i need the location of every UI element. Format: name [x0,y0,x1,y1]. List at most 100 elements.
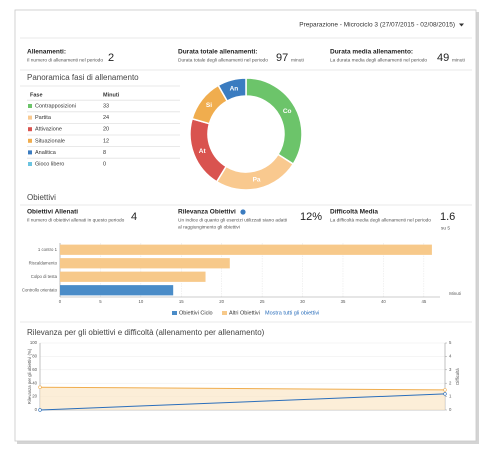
point [38,408,42,412]
table-cell: Analitica [35,150,57,156]
x-tick-label: 30 [300,299,305,304]
table-cell: Partita [35,115,52,121]
y2-tick-label: 2 [449,380,452,385]
stat-unit: su 5 [441,225,450,231]
table-cell: 8 [103,150,106,156]
stat-value: 97 [276,52,288,64]
stat-title: Durata totale allenamenti: [178,49,257,56]
x-axis-label: Minuti [449,291,461,296]
stat-title: Rilevanza Obiettivi [178,209,236,216]
stat-title: Difficoltà Media [330,209,378,216]
table-cell: 0 [103,161,106,167]
table-cell: Attivazione [35,127,62,133]
x-tick-label: 0 [59,299,62,304]
table-cell: 33 [103,103,109,109]
bar [60,244,432,255]
y2-tick-label: 1 [449,394,452,399]
table-cell: Contrapposizioni [35,103,76,109]
legend-swatch [28,138,32,143]
stat-description: La difficoltà media degli allenamenti ne… [330,217,431,223]
legend-swatch [28,162,32,166]
y-tick-label: 1 contro 1 [38,247,58,252]
table-cell: Gioco libero [35,161,64,167]
x-tick-label: 10 [138,299,143,304]
segment-label: An [230,85,239,92]
table-cell: Situazionale [35,138,65,144]
line [39,393,446,411]
section-title: Panoramica fasi di allenamento [27,73,139,82]
x-tick-label: 45 [421,299,426,304]
x-tick-label: 5 [99,299,102,304]
legend-swatch [28,115,32,120]
y-tick-label: 80 [32,354,37,359]
y-tick-label: 0 [35,407,38,412]
segment-label: At [199,148,207,155]
stat-value: 1.6 [440,211,455,223]
y-tick-label: 40 [32,380,37,385]
stat-description: Durata totale degli allenamenti nel peri… [178,57,268,63]
donut-segment [217,77,247,103]
chart-title: Rilevanza per gli obiettivi e difficoltà… [27,328,265,337]
table-cell: 12 [103,138,109,144]
stat-description: La durata media degli allenamenti nel pe… [330,57,427,63]
stat-unit: minuti [452,57,465,63]
segment-label: Pa [253,177,261,184]
table-header: Minuti [103,92,120,98]
x-tick-label: 15 [179,299,184,304]
y2-tick-label: 5 [449,340,452,345]
stat-title: Obiettivi Allenati [27,209,78,216]
table-cell: 20 [103,127,109,133]
section-title: Obiettivi [27,193,56,202]
segment-label: Co [283,108,292,115]
stat-value: 2 [108,52,114,64]
y-tick-label: Colpo di testa [31,274,58,279]
stat-unit: minuti [291,57,304,63]
stat-description: al raggiungimento gli obiettivi [178,224,240,230]
show-all-link[interactable]: Mostra tutti gli obiettivi [265,310,319,316]
info-icon[interactable] [240,209,246,215]
y2-axis-label: Difficoltà [455,368,460,385]
legend-swatch [172,311,177,315]
stat-title: Allenamenti: [27,49,66,56]
bar [60,285,174,296]
y2-tick-label: 4 [449,354,452,359]
period-dropdown[interactable]: Preparazione - Microciclo 3 (27/07/2015 … [299,22,455,29]
y-tick-label: 20 [32,394,37,399]
point [38,385,42,389]
stat-description: Un indice di quanto gli esercizi utilizz… [178,217,287,223]
dropdown-caret[interactable] [459,23,464,27]
y-tick-label: 60 [32,367,37,372]
bar [60,271,206,282]
point [443,392,447,396]
line [39,386,446,391]
legend-swatch [28,104,32,108]
stat-description: Il numero di allenamenti nel periodo [27,57,103,63]
y-axis-label: Rilevanza per gli obiettivi (%) [27,348,32,404]
segment-label: Si [206,102,212,109]
x-tick-label: 40 [381,299,386,304]
legend-label: Obiettivi Ciclo [179,310,213,316]
legend-swatch [28,127,32,132]
bar [60,258,230,269]
y2-tick-label: 0 [449,407,452,412]
y2-tick-label: 3 [449,367,452,372]
y-tick-label: Controllo orientato [22,287,58,292]
x-tick-label: 35 [341,299,346,304]
stat-description: Il numero di obiettivi allenati in quest… [27,217,125,223]
y-tick-label: Riscaldamento [29,260,58,265]
table-header: Fase [30,92,43,98]
x-tick-label: 20 [219,299,224,304]
x-tick-label: 25 [260,299,265,304]
stat-value: 4 [131,211,137,223]
y-tick-label: 100 [30,340,38,345]
stat-value: 12% [300,211,322,223]
area [40,387,445,410]
table-cell: 24 [103,115,109,121]
legend-label: Altri Obiettivi [229,310,260,316]
stat-value: 49 [437,52,449,64]
stat-title: Durata media allenamento: [330,49,413,56]
point [443,388,447,392]
legend-swatch [28,150,32,155]
legend-swatch [222,311,227,315]
